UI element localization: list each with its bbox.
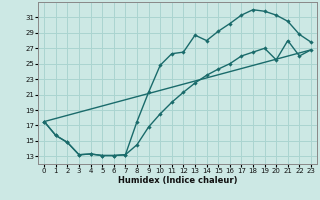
X-axis label: Humidex (Indice chaleur): Humidex (Indice chaleur): [118, 176, 237, 185]
